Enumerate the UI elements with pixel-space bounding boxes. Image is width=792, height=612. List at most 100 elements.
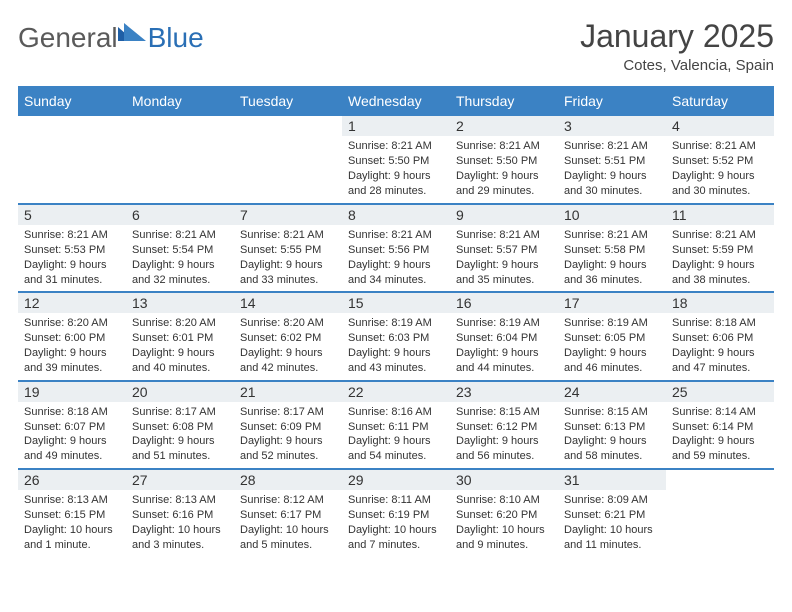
calendar-body: 1Sunrise: 8:21 AMSunset: 5:50 PMDaylight…	[18, 116, 774, 557]
sunrise-line: Sunrise: 8:21 AM	[456, 228, 552, 243]
day-number: 13	[126, 293, 234, 313]
sunset-line: Sunset: 5:51 PM	[564, 154, 660, 169]
calendar-cell: 22Sunrise: 8:16 AMSunset: 6:11 PMDayligh…	[342, 381, 450, 469]
calendar-week: 26Sunrise: 8:13 AMSunset: 6:15 PMDayligh…	[18, 469, 774, 557]
calendar-cell: 16Sunrise: 8:19 AMSunset: 6:04 PMDayligh…	[450, 292, 558, 380]
daylight-line: Daylight: 9 hours and 39 minutes.	[24, 346, 120, 376]
sunrise-line: Sunrise: 8:19 AM	[564, 316, 660, 331]
day-info: Sunrise: 8:19 AMSunset: 6:05 PMDaylight:…	[558, 313, 666, 379]
sunrise-line: Sunrise: 8:21 AM	[564, 228, 660, 243]
sunrise-line: Sunrise: 8:17 AM	[132, 405, 228, 420]
calendar-cell: 2Sunrise: 8:21 AMSunset: 5:50 PMDaylight…	[450, 116, 558, 204]
sunrise-line: Sunrise: 8:18 AM	[24, 405, 120, 420]
day-number: 6	[126, 205, 234, 225]
day-info: Sunrise: 8:15 AMSunset: 6:12 PMDaylight:…	[450, 402, 558, 468]
day-number: 26	[18, 470, 126, 490]
daylight-line: Daylight: 9 hours and 34 minutes.	[348, 258, 444, 288]
sunset-line: Sunset: 6:09 PM	[240, 420, 336, 435]
day-info: Sunrise: 8:17 AMSunset: 6:08 PMDaylight:…	[126, 402, 234, 468]
daylight-line: Daylight: 9 hours and 36 minutes.	[564, 258, 660, 288]
calendar-cell: 3Sunrise: 8:21 AMSunset: 5:51 PMDaylight…	[558, 116, 666, 204]
daylight-line: Daylight: 9 hours and 35 minutes.	[456, 258, 552, 288]
sunset-line: Sunset: 6:03 PM	[348, 331, 444, 346]
day-number: 30	[450, 470, 558, 490]
daylight-line: Daylight: 9 hours and 31 minutes.	[24, 258, 120, 288]
sunset-line: Sunset: 5:50 PM	[348, 154, 444, 169]
sunrise-line: Sunrise: 8:13 AM	[132, 493, 228, 508]
sunrise-line: Sunrise: 8:18 AM	[672, 316, 768, 331]
day-number	[126, 116, 234, 120]
sunset-line: Sunset: 6:05 PM	[564, 331, 660, 346]
calendar-cell: 31Sunrise: 8:09 AMSunset: 6:21 PMDayligh…	[558, 469, 666, 557]
calendar-cell: 6Sunrise: 8:21 AMSunset: 5:54 PMDaylight…	[126, 204, 234, 292]
day-info: Sunrise: 8:21 AMSunset: 5:50 PMDaylight:…	[342, 136, 450, 202]
daylight-line: Daylight: 9 hours and 29 minutes.	[456, 169, 552, 199]
day-header-row: SundayMondayTuesdayWednesdayThursdayFrid…	[18, 86, 774, 116]
daylight-line: Daylight: 9 hours and 33 minutes.	[240, 258, 336, 288]
calendar-cell: 4Sunrise: 8:21 AMSunset: 5:52 PMDaylight…	[666, 116, 774, 204]
day-number: 31	[558, 470, 666, 490]
day-header: Friday	[558, 86, 666, 116]
daylight-line: Daylight: 9 hours and 47 minutes.	[672, 346, 768, 376]
daylight-line: Daylight: 9 hours and 49 minutes.	[24, 434, 120, 464]
calendar-cell: 28Sunrise: 8:12 AMSunset: 6:17 PMDayligh…	[234, 469, 342, 557]
daylight-line: Daylight: 9 hours and 28 minutes.	[348, 169, 444, 199]
calendar-cell: 24Sunrise: 8:15 AMSunset: 6:13 PMDayligh…	[558, 381, 666, 469]
calendar-cell: 15Sunrise: 8:19 AMSunset: 6:03 PMDayligh…	[342, 292, 450, 380]
day-number	[234, 116, 342, 120]
day-number: 7	[234, 205, 342, 225]
daylight-line: Daylight: 9 hours and 30 minutes.	[564, 169, 660, 199]
calendar-cell: 17Sunrise: 8:19 AMSunset: 6:05 PMDayligh…	[558, 292, 666, 380]
sunset-line: Sunset: 6:13 PM	[564, 420, 660, 435]
calendar-cell: 25Sunrise: 8:14 AMSunset: 6:14 PMDayligh…	[666, 381, 774, 469]
sunrise-line: Sunrise: 8:14 AM	[672, 405, 768, 420]
sunset-line: Sunset: 6:15 PM	[24, 508, 120, 523]
day-number: 20	[126, 382, 234, 402]
sunset-line: Sunset: 6:19 PM	[348, 508, 444, 523]
sunset-line: Sunset: 6:12 PM	[456, 420, 552, 435]
logo-text-general: General	[18, 22, 118, 54]
sunrise-line: Sunrise: 8:10 AM	[456, 493, 552, 508]
day-number: 12	[18, 293, 126, 313]
sunset-line: Sunset: 6:02 PM	[240, 331, 336, 346]
daylight-line: Daylight: 9 hours and 59 minutes.	[672, 434, 768, 464]
day-info: Sunrise: 8:13 AMSunset: 6:16 PMDaylight:…	[126, 490, 234, 556]
day-number: 8	[342, 205, 450, 225]
calendar-cell: 12Sunrise: 8:20 AMSunset: 6:00 PMDayligh…	[18, 292, 126, 380]
daylight-line: Daylight: 9 hours and 58 minutes.	[564, 434, 660, 464]
sunrise-line: Sunrise: 8:09 AM	[564, 493, 660, 508]
sunrise-line: Sunrise: 8:13 AM	[24, 493, 120, 508]
day-info: Sunrise: 8:19 AMSunset: 6:03 PMDaylight:…	[342, 313, 450, 379]
sunset-line: Sunset: 5:58 PM	[564, 243, 660, 258]
sunset-line: Sunset: 6:04 PM	[456, 331, 552, 346]
day-number: 14	[234, 293, 342, 313]
day-number: 4	[666, 116, 774, 136]
daylight-line: Daylight: 10 hours and 9 minutes.	[456, 523, 552, 553]
day-info: Sunrise: 8:21 AMSunset: 5:51 PMDaylight:…	[558, 136, 666, 202]
header: General Blue January 2025 Cotes, Valenci…	[18, 18, 774, 74]
calendar-cell: 1Sunrise: 8:21 AMSunset: 5:50 PMDaylight…	[342, 116, 450, 204]
sunset-line: Sunset: 6:11 PM	[348, 420, 444, 435]
daylight-line: Daylight: 9 hours and 40 minutes.	[132, 346, 228, 376]
day-info: Sunrise: 8:21 AMSunset: 5:50 PMDaylight:…	[450, 136, 558, 202]
day-info: Sunrise: 8:17 AMSunset: 6:09 PMDaylight:…	[234, 402, 342, 468]
daylight-line: Daylight: 9 hours and 56 minutes.	[456, 434, 552, 464]
sunrise-line: Sunrise: 8:15 AM	[456, 405, 552, 420]
sunset-line: Sunset: 5:54 PM	[132, 243, 228, 258]
calendar-cell: 13Sunrise: 8:20 AMSunset: 6:01 PMDayligh…	[126, 292, 234, 380]
sunset-line: Sunset: 5:50 PM	[456, 154, 552, 169]
sunrise-line: Sunrise: 8:21 AM	[24, 228, 120, 243]
sunrise-line: Sunrise: 8:15 AM	[564, 405, 660, 420]
sunset-line: Sunset: 6:00 PM	[24, 331, 120, 346]
day-info: Sunrise: 8:10 AMSunset: 6:20 PMDaylight:…	[450, 490, 558, 556]
day-number: 18	[666, 293, 774, 313]
calendar-week: 5Sunrise: 8:21 AMSunset: 5:53 PMDaylight…	[18, 204, 774, 292]
day-info: Sunrise: 8:21 AMSunset: 5:56 PMDaylight:…	[342, 225, 450, 291]
day-header: Saturday	[666, 86, 774, 116]
daylight-line: Daylight: 10 hours and 7 minutes.	[348, 523, 444, 553]
sunset-line: Sunset: 6:01 PM	[132, 331, 228, 346]
calendar-cell: 11Sunrise: 8:21 AMSunset: 5:59 PMDayligh…	[666, 204, 774, 292]
sunset-line: Sunset: 6:17 PM	[240, 508, 336, 523]
day-number	[666, 470, 774, 474]
day-info: Sunrise: 8:21 AMSunset: 5:54 PMDaylight:…	[126, 225, 234, 291]
